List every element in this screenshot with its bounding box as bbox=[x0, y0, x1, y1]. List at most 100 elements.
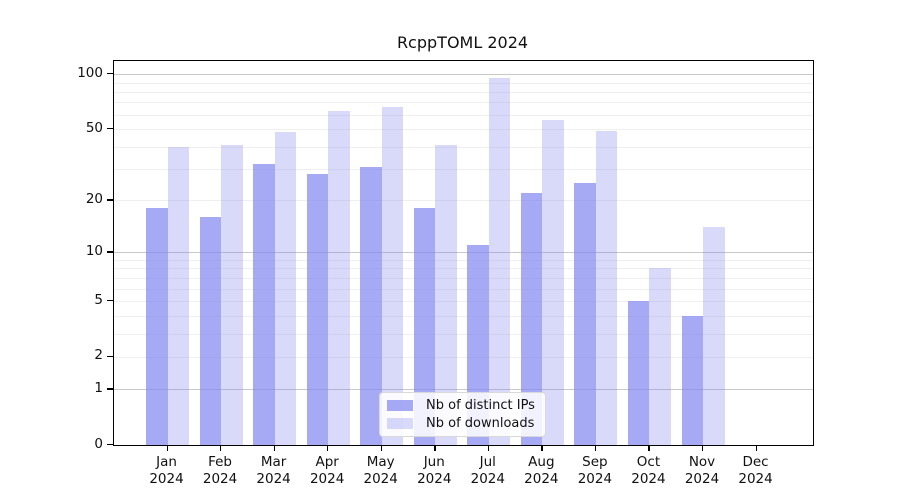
x-axis-tick bbox=[434, 445, 436, 451]
gridline-minor bbox=[114, 288, 813, 290]
gridline-minor bbox=[114, 82, 813, 84]
x-axis-tick bbox=[273, 445, 275, 451]
plot-area bbox=[113, 60, 814, 446]
gridline-minor bbox=[114, 129, 813, 131]
x-axis-tick-label: Jun 2024 bbox=[404, 454, 464, 488]
x-axis-tick bbox=[755, 445, 757, 451]
legend-entry: Nb of downloads bbox=[387, 416, 535, 431]
x-axis-tick-label: Aug 2024 bbox=[511, 454, 571, 488]
x-axis-tick bbox=[541, 445, 543, 451]
bar-distinct-ips bbox=[574, 183, 596, 445]
gridline-major bbox=[114, 389, 813, 391]
legend-swatch-downloads bbox=[387, 418, 413, 429]
x-label-year: 2024 bbox=[149, 471, 184, 487]
y-axis-tick-label: 20 bbox=[85, 190, 103, 207]
x-label-month: Dec bbox=[742, 454, 769, 470]
bar-downloads bbox=[274, 132, 297, 445]
gridline-minor bbox=[114, 356, 813, 358]
x-label-year: 2024 bbox=[363, 471, 398, 487]
y-axis-tick-label: 100 bbox=[77, 64, 103, 81]
x-label-year: 2024 bbox=[738, 471, 773, 487]
bar-downloads bbox=[595, 130, 618, 445]
x-axis-tick-label: Oct 2024 bbox=[618, 454, 678, 488]
x-axis-tick-label: May 2024 bbox=[351, 454, 411, 488]
y-axis-tick-label: 10 bbox=[85, 242, 103, 259]
x-label-month: Jun bbox=[423, 454, 445, 470]
x-axis-tick bbox=[487, 445, 490, 451]
gridline-major bbox=[114, 74, 813, 76]
gridline-minor bbox=[114, 200, 813, 202]
gridline-minor bbox=[114, 315, 813, 317]
x-label-year: 2024 bbox=[309, 471, 345, 487]
x-label-year: 2024 bbox=[577, 471, 613, 487]
gridline-minor bbox=[114, 301, 813, 303]
gridline-minor bbox=[114, 91, 813, 93]
bar-downloads bbox=[167, 146, 189, 445]
y-axis-tick-label: 0 bbox=[94, 435, 103, 452]
legend-swatch-distinct-ips bbox=[387, 400, 413, 411]
x-label-year: 2024 bbox=[524, 471, 559, 487]
bar-distinct-ips bbox=[199, 217, 222, 445]
gridline-minor bbox=[114, 277, 813, 279]
y-axis-tick bbox=[107, 355, 113, 358]
bar-downloads bbox=[703, 227, 725, 445]
legend-box: Nb of distinct IPs Nb of downloads bbox=[379, 392, 546, 437]
bar-downloads bbox=[488, 78, 511, 445]
x-axis-tick-label: Nov 2024 bbox=[672, 454, 732, 488]
bar-distinct-ips bbox=[520, 193, 543, 445]
gridline-minor bbox=[114, 268, 813, 270]
x-axis-tick-label: Sep 2024 bbox=[565, 454, 625, 488]
gridline-minor bbox=[114, 169, 813, 171]
x-label-month: Jul bbox=[479, 454, 496, 470]
gridline-major bbox=[114, 252, 813, 254]
x-axis-tick-label: Jan 2024 bbox=[137, 454, 197, 488]
bar-downloads bbox=[328, 110, 350, 445]
y-axis-tick bbox=[107, 300, 113, 302]
gridline-minor bbox=[114, 259, 813, 261]
x-label-year: 2024 bbox=[417, 471, 452, 487]
x-axis-tick bbox=[594, 445, 597, 451]
gridline-minor bbox=[114, 114, 813, 116]
x-label-year: 2024 bbox=[684, 471, 720, 487]
x-axis-tick bbox=[380, 445, 382, 451]
y-axis-tick bbox=[107, 388, 113, 390]
chart-title: RcppTOML 2024 bbox=[396, 33, 529, 52]
gridline-minor bbox=[114, 333, 813, 335]
legend-entry: Nb of distinct IPs bbox=[387, 398, 535, 413]
x-label-year: 2024 bbox=[202, 471, 238, 487]
x-axis-tick bbox=[220, 445, 222, 451]
x-axis-tick-label: Dec 2024 bbox=[726, 454, 786, 488]
x-axis-tick bbox=[166, 445, 168, 451]
x-label-month: Oct bbox=[636, 454, 661, 470]
x-axis-tick-label: Jul 2024 bbox=[458, 454, 518, 488]
gridline-minor bbox=[114, 102, 813, 104]
bar-distinct-ips bbox=[146, 208, 168, 445]
x-label-month: Mar bbox=[260, 454, 287, 470]
x-label-month: Aug bbox=[528, 454, 555, 470]
x-axis-tick-label: Mar 2024 bbox=[244, 454, 304, 488]
legend-label: Nb of distinct IPs bbox=[426, 398, 535, 413]
y-axis-tick bbox=[107, 444, 113, 446]
x-label-year: 2024 bbox=[470, 471, 505, 487]
x-axis-tick bbox=[327, 445, 329, 451]
x-axis-tick-label: Apr 2024 bbox=[297, 454, 357, 488]
y-axis-tick bbox=[107, 251, 113, 253]
bar-downloads bbox=[542, 120, 564, 445]
x-label-year: 2024 bbox=[256, 471, 291, 487]
gridline-minor bbox=[114, 146, 813, 148]
bar-downloads bbox=[435, 144, 457, 445]
x-label-month: May bbox=[366, 454, 395, 470]
y-axis-tick bbox=[107, 73, 113, 75]
x-label-month: Nov bbox=[688, 454, 716, 470]
y-axis-tick-label: 1 bbox=[94, 379, 103, 396]
bar-downloads bbox=[649, 268, 671, 445]
bar-distinct-ips bbox=[253, 164, 275, 445]
y-axis-tick-label: 2 bbox=[94, 347, 103, 364]
x-axis-tick bbox=[702, 445, 704, 451]
x-label-month: Apr bbox=[315, 454, 339, 470]
bar-distinct-ips bbox=[681, 315, 703, 445]
x-label-month: Feb bbox=[208, 454, 232, 470]
y-axis-tick bbox=[107, 128, 113, 130]
bar-distinct-ips bbox=[306, 174, 329, 445]
